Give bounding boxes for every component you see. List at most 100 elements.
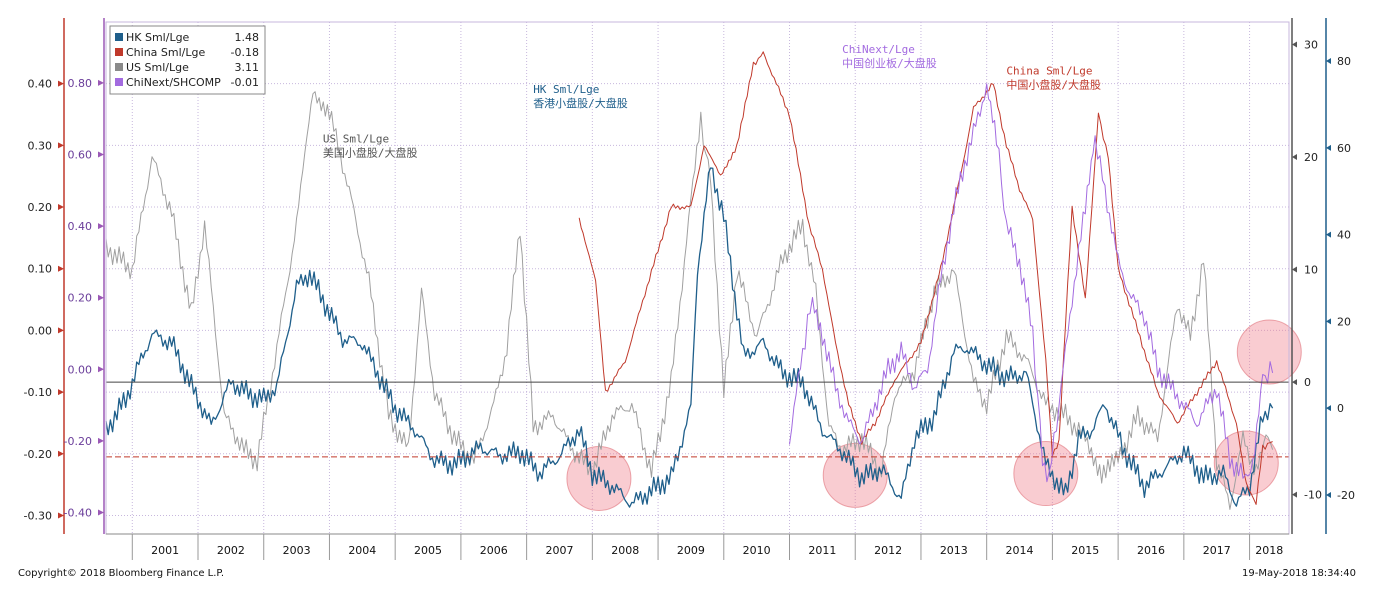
highlight-circle xyxy=(1213,430,1279,496)
annotation-label: 美国小盘股/大盘股 xyxy=(323,145,418,159)
x-tick-label: 2017 xyxy=(1203,544,1231,557)
y-tick-mark xyxy=(58,450,64,457)
legend-value: 1.48 xyxy=(235,31,260,44)
y-tick-label: 10 xyxy=(1304,264,1318,277)
y-tick-label: -0.10 xyxy=(24,386,52,399)
y-tick-label: 30 xyxy=(1304,39,1318,52)
x-tick-label: 2016 xyxy=(1137,544,1165,557)
x-tick-label: 2006 xyxy=(480,544,508,557)
y-tick-mark xyxy=(58,327,64,334)
y-tick-mark xyxy=(1326,231,1331,238)
x-tick-label: 2005 xyxy=(414,544,442,557)
y-tick-mark xyxy=(1326,318,1331,325)
y-tick-mark xyxy=(58,265,64,272)
legend-value: -0.01 xyxy=(231,76,259,89)
y-tick-label: 60 xyxy=(1337,142,1351,155)
x-tick-label: 2013 xyxy=(940,544,968,557)
y-tick-label: -0.40 xyxy=(64,507,92,520)
legend-swatch xyxy=(115,63,123,71)
y-tick-mark xyxy=(1292,491,1297,498)
timestamp-text: 19-May-2018 18:34:40 xyxy=(1242,568,1356,579)
x-tick-label: 2004 xyxy=(348,544,376,557)
y-tick-label: 0.20 xyxy=(28,201,53,214)
y-tick-label: 20 xyxy=(1304,151,1318,164)
series-line-hk xyxy=(105,167,1274,508)
legend-swatch xyxy=(115,48,123,56)
y-tick-label: 20 xyxy=(1337,315,1351,328)
x-tick-label: 2018 xyxy=(1255,544,1283,557)
legend-swatch xyxy=(115,78,123,86)
x-axis: 2001 2002 2003 2004 2005 2006 2007 2008 2009 2010… xyxy=(106,533,1289,560)
x-tick-label: 2014 xyxy=(1006,544,1034,557)
x-tick-label: 2007 xyxy=(545,544,573,557)
y-tick-mark xyxy=(1326,144,1331,151)
annotation-label: US Sml/Lge xyxy=(323,132,389,145)
y-tick-mark xyxy=(1292,41,1297,48)
legend-label: China Sml/Lge xyxy=(126,46,205,59)
axes: 0.40 0.30 0.20 0.10 0.00 -0.10 -0.20 -0.30 0.80 0… xyxy=(24,18,1355,534)
y-tick-label: -10 xyxy=(1304,489,1322,502)
y-tick-label: 0.40 xyxy=(68,220,93,233)
y-tick-label: 0.00 xyxy=(28,324,53,337)
x-tick-label: 2015 xyxy=(1071,544,1099,557)
highlight-circle xyxy=(1236,319,1302,385)
y-tick-mark xyxy=(58,142,64,149)
y-tick-label: -0.30 xyxy=(24,509,52,522)
legend-value: 3.11 xyxy=(235,61,260,74)
y-tick-label: 0 xyxy=(1304,376,1311,389)
y-tick-mark xyxy=(58,512,64,519)
annotation-label: 中国创业板/大盘股 xyxy=(842,56,937,70)
y-tick-mark xyxy=(1326,405,1331,412)
y-tick-label: 0.10 xyxy=(28,263,53,276)
y-tick-label: -0.20 xyxy=(64,435,92,448)
y-tick-mark xyxy=(1292,266,1297,273)
x-tick-label: 2009 xyxy=(677,544,705,557)
x-tick-label: 2011 xyxy=(808,544,836,557)
x-tick-label: 2010 xyxy=(743,544,771,557)
y-tick-mark xyxy=(1292,154,1297,161)
legend-label: ChiNext/SHCOMP xyxy=(126,76,221,89)
y-tick-label: -20 xyxy=(1337,489,1355,502)
y-tick-label: 0 xyxy=(1337,402,1344,415)
annotation-label: 香港小盘股/大盘股 xyxy=(533,96,628,110)
y-tick-mark xyxy=(58,204,64,211)
series-line-china xyxy=(578,51,1273,505)
y-tick-label: 40 xyxy=(1337,229,1351,242)
legend-label: US Sml/Lge xyxy=(126,61,189,74)
y-tick-label: -0.20 xyxy=(24,448,52,461)
y-tick-mark xyxy=(98,151,104,158)
series-lines xyxy=(105,51,1274,510)
series-line-chinext xyxy=(789,83,1274,483)
annotation-label: 中国小盘股/大盘股 xyxy=(1006,77,1101,91)
y-tick-label: 0.80 xyxy=(68,77,93,90)
y-tick-mark xyxy=(98,509,104,516)
y-tick-mark xyxy=(1326,491,1331,498)
legend: HK Sml/Lge 1.48 China Sml/Lge -0.18 US Sml/L… xyxy=(109,25,266,95)
y-tick-label: 0.30 xyxy=(28,139,53,152)
annotation-label: China Sml/Lge xyxy=(1006,64,1092,77)
y-tick-mark xyxy=(98,437,104,444)
annotation-label: ChiNext/Lge xyxy=(842,43,915,56)
y-tick-label: 0.00 xyxy=(68,363,93,376)
reference-lines xyxy=(106,381,1289,458)
y-tick-mark xyxy=(98,223,104,230)
x-tick-label: 2003 xyxy=(283,544,311,557)
copyright-text: Copyright© 2018 Bloomberg Finance L.P. xyxy=(18,568,225,579)
x-tick-label: 2012 xyxy=(874,544,902,557)
y-tick-mark xyxy=(1292,379,1297,386)
x-tick-label: 2008 xyxy=(611,544,639,557)
y-tick-mark xyxy=(98,79,104,86)
y-tick-mark xyxy=(1326,58,1331,65)
series-line-us xyxy=(105,91,1274,510)
legend-swatch xyxy=(115,33,123,41)
x-tick-label: 2002 xyxy=(217,544,245,557)
y-tick-label: 0.40 xyxy=(28,78,53,91)
y-tick-mark xyxy=(98,366,104,373)
legend-value: -0.18 xyxy=(231,46,259,59)
y-tick-label: 0.60 xyxy=(68,148,93,161)
legend-label: HK Sml/Lge xyxy=(126,31,190,44)
legend-box xyxy=(109,25,266,95)
y-tick-label: 0.20 xyxy=(68,292,93,305)
